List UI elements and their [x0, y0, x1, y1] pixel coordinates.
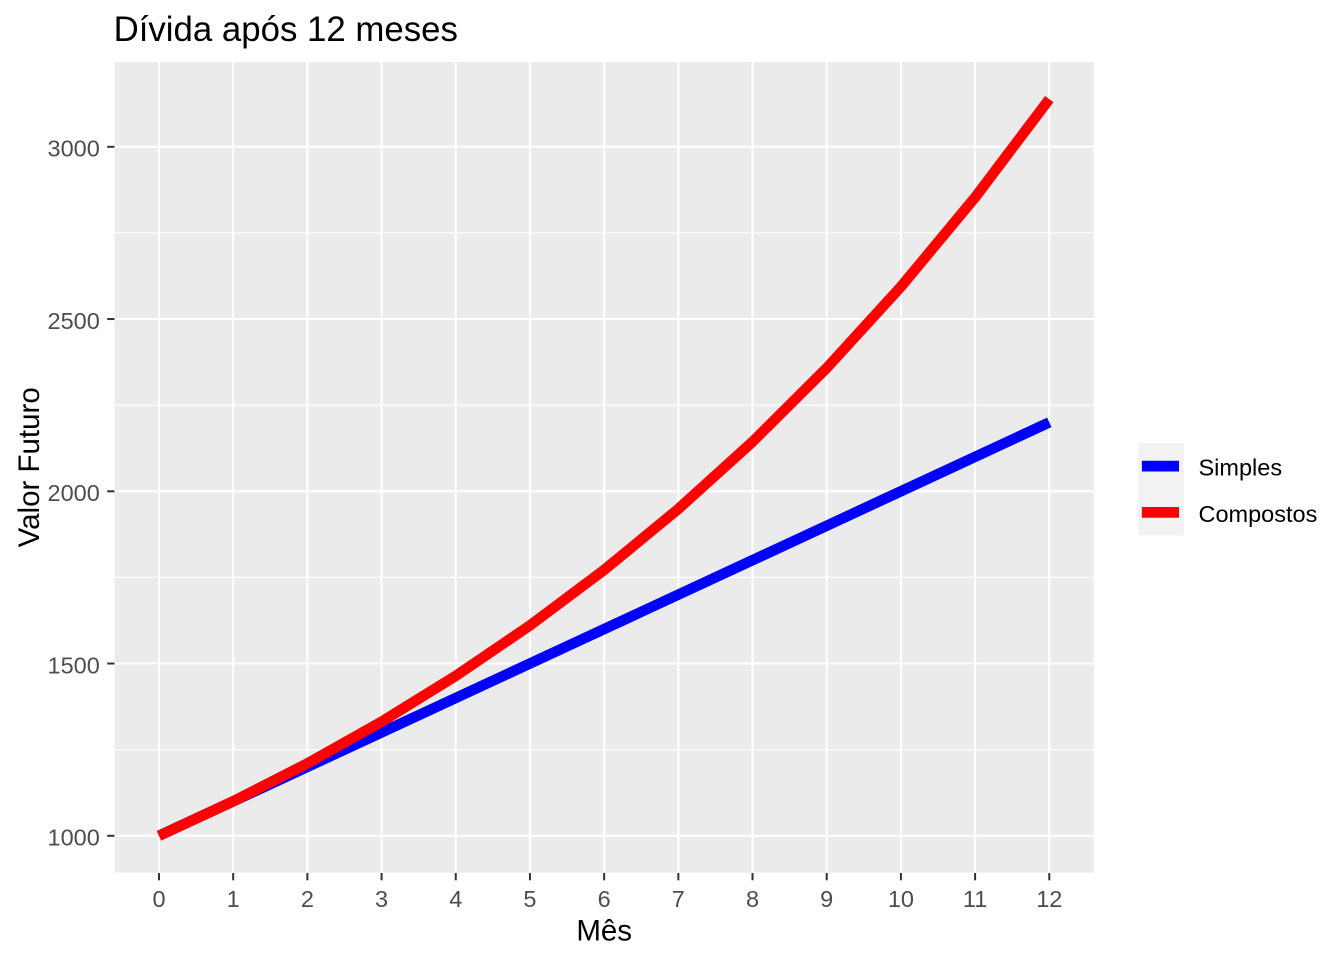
svg-text:1000: 1000	[48, 825, 100, 851]
svg-text:9: 9	[820, 886, 833, 912]
svg-text:1500: 1500	[48, 652, 100, 678]
svg-text:3: 3	[375, 886, 388, 912]
svg-text:0: 0	[152, 886, 165, 912]
svg-text:7: 7	[672, 886, 685, 912]
svg-text:10: 10	[888, 886, 914, 912]
svg-text:Mês: Mês	[576, 915, 632, 948]
svg-text:6: 6	[598, 886, 611, 912]
svg-text:Valor Futuro: Valor Futuro	[13, 387, 46, 547]
svg-text:Dívida após 12 meses: Dívida após 12 meses	[114, 10, 458, 49]
svg-text:2500: 2500	[48, 308, 100, 334]
svg-text:2000: 2000	[48, 480, 100, 506]
svg-text:12: 12	[1036, 886, 1062, 912]
svg-text:8: 8	[746, 886, 759, 912]
svg-text:11: 11	[963, 886, 987, 912]
svg-text:4: 4	[449, 886, 462, 912]
svg-text:5: 5	[523, 886, 536, 912]
svg-text:2: 2	[301, 886, 314, 912]
svg-text:1: 1	[227, 886, 240, 912]
svg-text:3000: 3000	[48, 136, 100, 162]
svg-text:Compostos: Compostos	[1199, 501, 1318, 527]
svg-text:Simples: Simples	[1199, 455, 1283, 481]
